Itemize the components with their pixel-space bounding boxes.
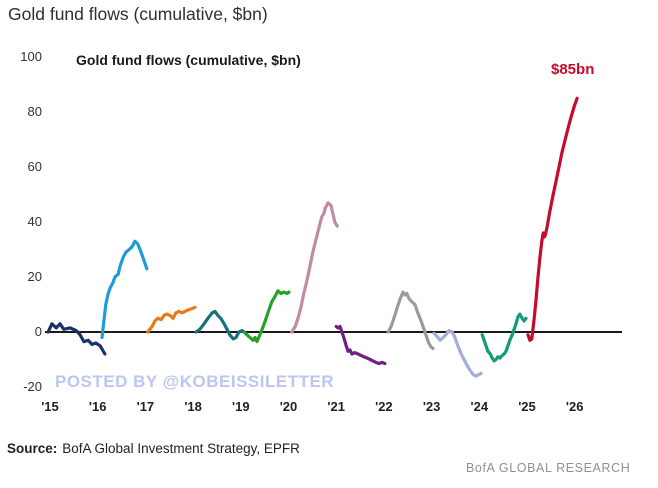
- y-tick-label: 20: [27, 269, 42, 284]
- series-line-2016: [100, 239, 149, 340]
- y-tick-label: 100: [20, 49, 42, 64]
- series-line-2020: [290, 201, 339, 334]
- x-tick-label: '23: [422, 399, 441, 414]
- chart-title: Gold fund flows (cumulative, $bn): [76, 52, 301, 68]
- x-tick-label: '26: [565, 399, 584, 414]
- x-tick-label: '20: [279, 399, 298, 414]
- x-tick-label: '15: [41, 399, 59, 414]
- series-line-2021: [334, 324, 387, 366]
- x-tick-label: '17: [136, 399, 155, 414]
- watermark: POSTED BY @KOBEISSILETTER: [55, 372, 335, 391]
- peak-value-label: $85bn: [551, 61, 595, 78]
- x-tick-label: '24: [470, 399, 489, 414]
- x-tick-label: '21: [327, 399, 345, 414]
- series-line-2025: [526, 96, 579, 342]
- page-title: Gold fund flows (cumulative, $bn): [8, 4, 268, 24]
- series-line-2024: [480, 312, 528, 363]
- source-label: Source:: [7, 441, 58, 456]
- y-tick-label: 80: [27, 104, 42, 119]
- source-line: Source: BofA Global Investment Strategy, …: [7, 441, 300, 456]
- y-tick-label: 60: [27, 159, 42, 174]
- series-line-2015: [46, 322, 107, 356]
- y-tick-label: 40: [27, 214, 42, 229]
- x-tick-label: '16: [88, 399, 107, 414]
- series-line-2017: [146, 305, 197, 334]
- series-line-2019: [242, 289, 291, 344]
- x-tick-label: '25: [518, 399, 536, 414]
- x-tick-label: '22: [375, 399, 393, 414]
- x-tick-label: '18: [184, 399, 202, 414]
- branding-label: BofA GLOBAL RESEARCH: [466, 461, 631, 475]
- series-line-2022: [386, 290, 435, 351]
- series-line-2018: [194, 309, 246, 341]
- y-tick-label: -20: [23, 379, 42, 394]
- y-tick-label: 0: [34, 324, 42, 339]
- series-line-2023: [432, 329, 483, 378]
- x-tick-label: '19: [232, 399, 250, 414]
- source-text: BofA Global Investment Strategy, EPFR: [62, 441, 300, 456]
